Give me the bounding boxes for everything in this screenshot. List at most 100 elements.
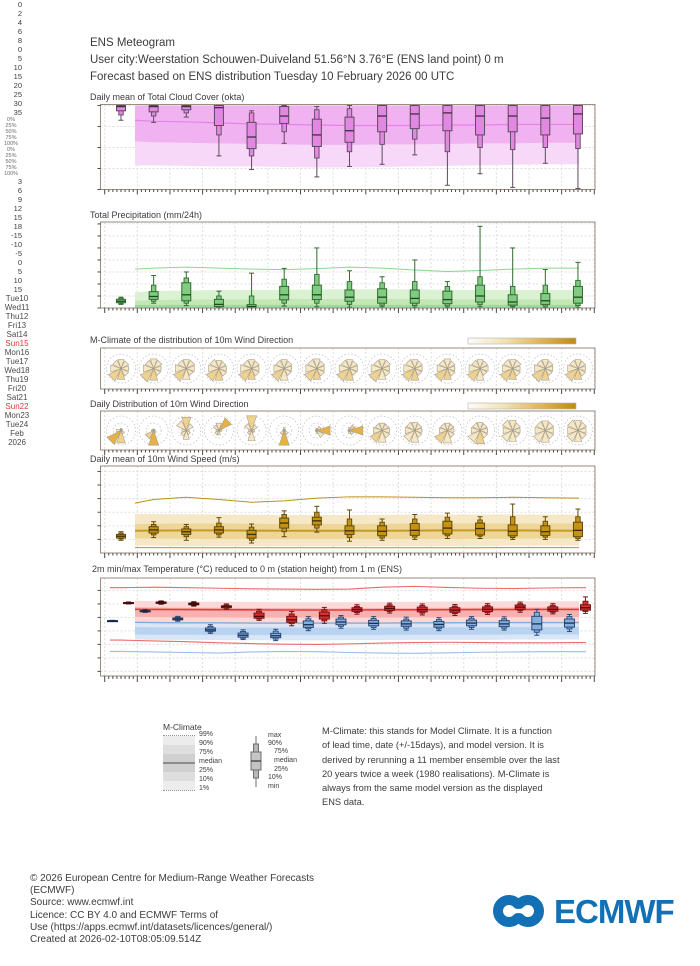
windspeed-ytick: 15 (13, 213, 22, 222)
winddir-mclimate-title: M-Climate of the distribution of 10m Win… (90, 335, 294, 345)
legend-boxplot-glyph (250, 736, 262, 787)
x-axis-month-label: Feb (10, 429, 24, 438)
ecmwf-logo-icon: ECMWF (493, 893, 675, 930)
winddir-daily-panel-colorbar-label: 50% (5, 159, 17, 165)
winddir-daily-panel (100, 402, 596, 455)
temp-ytick: -15 (11, 231, 22, 240)
x-axis-day-label: Tue10 (5, 294, 29, 303)
temperature-panel (97, 577, 596, 682)
x-axis-day-label: Fri13 (7, 321, 27, 330)
legend-percentile-dotted-line (163, 790, 195, 791)
legend-box-label: 10% (268, 774, 283, 781)
x-axis-day-label: Sun15 (5, 339, 29, 348)
temp-ytick: 10 (13, 276, 22, 285)
winddir-mclimate-panel (100, 337, 596, 394)
legend-band-swatch (163, 772, 195, 781)
precipitation-panel (97, 221, 596, 313)
legend-band-label: 75% (199, 749, 214, 756)
footer-line: Licence: CC BY 4.0 and ECMWF Terms of (30, 909, 219, 921)
legend-band-swatch (163, 736, 195, 745)
legend-band-label: 1% (199, 785, 210, 792)
x-axis-day-label: Sat14 (6, 330, 28, 339)
precip-ytick: 35 (13, 108, 22, 117)
x-axis-day-label: Mon23 (4, 411, 30, 420)
legend-box-label: min (268, 783, 280, 790)
footer-line: (ECMWF) (30, 885, 75, 897)
windspeed-ytick: 6 (17, 186, 22, 195)
winddir-daily-panel-colorbar-label: 25% (5, 153, 17, 159)
legend-band-label: median (199, 758, 222, 765)
precip-ytick: 0 (17, 45, 22, 54)
x-axis-day-label: Wed11 (4, 303, 30, 312)
winddir-mclimate-panel-colorbar-label: 25% (5, 123, 17, 129)
legend-heading: M-Climate (163, 722, 202, 732)
legend-band-swatch (163, 763, 195, 772)
cloud-ytick: 4 (17, 18, 22, 27)
footer-line: © 2026 European Centre for Medium-Range … (30, 873, 314, 884)
winddir-daily-panel-colorbar-label: 100% (3, 171, 19, 177)
temp-ytick: 5 (17, 267, 22, 276)
x-axis-day-label: Tue24 (5, 420, 29, 429)
cloud-ytick: 8 (17, 36, 22, 45)
x-axis-day-label: Wed18 (4, 366, 30, 375)
windspeed-ytick: 3 (17, 177, 22, 186)
legend-box-label: 25% (274, 766, 289, 773)
legend-band-label: 90% (199, 740, 214, 747)
legend-box-label: max (268, 732, 282, 739)
legend-box-label: 90% (268, 740, 283, 747)
precip-ytick: 20 (13, 81, 22, 90)
windspeed-ytick: 9 (17, 195, 22, 204)
x-axis-day-label: Sat21 (6, 393, 28, 402)
precip-ytick: 5 (17, 54, 22, 63)
temp-ytick: -10 (11, 240, 22, 249)
legend-band-label: 99% (199, 731, 214, 738)
winddir-daily-panel-colorbar-label: 75% (5, 165, 17, 171)
temp-ytick: 15 (13, 285, 22, 294)
winddir-mclimate-panel-colorbar-label: 100% (3, 141, 19, 147)
x-axis-year-label: 2026 (8, 438, 26, 447)
footer-line: Source: www.ecmwf.int (30, 897, 134, 909)
windspeed-ytick: 18 (13, 222, 22, 231)
legend-band-swatch (163, 781, 195, 790)
precip-panel-title: Total Precipitation (mm/24h) (90, 210, 203, 220)
x-axis-day-label: Tue17 (5, 357, 29, 366)
footer-text: © 2026 European Centre for Medium-Range … (30, 873, 314, 946)
legend-band-swatch (163, 754, 195, 763)
winddir-daily-title: Daily Distribution of 10m Wind Direction (90, 399, 249, 409)
user-city-line: User city:Weerstation Schouwen-Duiveland… (90, 54, 504, 66)
windspeed-ytick: 12 (13, 204, 22, 213)
temp-ytick: -5 (15, 249, 22, 258)
cloud-ytick: 2 (17, 9, 22, 18)
winddir-daily-panel-colorbar-label: 0% (7, 147, 15, 153)
windspeed-panel-title: Daily mean of 10m Wind Speed (m/s) (90, 454, 240, 464)
temp-ytick: 0 (17, 258, 22, 267)
precip-ytick: 15 (13, 72, 22, 81)
cloud-cover-panel (97, 104, 596, 195)
legend-band-label: 25% (199, 767, 214, 774)
legend-box-label: median (274, 757, 297, 764)
temp-panel-title: 2m min/max Temperature (°C) reduced to 0… (92, 564, 403, 574)
x-axis-day-label: Thu19 (5, 375, 29, 384)
x-axis-day-label: Mon16 (4, 348, 30, 357)
ecmwf-logo: ECMWF (488, 888, 683, 934)
precip-ytick: 30 (13, 99, 22, 108)
legend-median-line (163, 762, 195, 764)
x-axis-day-label: Sun22 (5, 402, 29, 411)
windspeed-panel (97, 465, 596, 558)
footer-line: Created at 2026-02-10T08:05:09.514Z (30, 934, 202, 946)
footer-line: Use (https://apps.ecmwf.int/datasets/lic… (30, 921, 273, 933)
ecmwf-logo-text: ECMWF (554, 893, 674, 930)
forecast-base-line: Forecast based on ENS distribution Tuesd… (90, 71, 455, 83)
legend-band-swatch (163, 745, 195, 754)
cloud-ytick: 0 (17, 0, 22, 9)
mclimate-explanation: M-Climate: this stands for Model Climate… (322, 726, 560, 808)
cloud-panel-title: Daily mean of Total Cloud Cover (okta) (90, 92, 245, 102)
legend-box-label: 75% (274, 748, 289, 755)
legend-band-label: 10% (199, 776, 214, 783)
page-title: ENS Meteogram (90, 37, 176, 49)
winddir-mclimate-panel-colorbar-label: 50% (5, 129, 17, 135)
x-axis-day-label: Thu12 (5, 312, 29, 321)
